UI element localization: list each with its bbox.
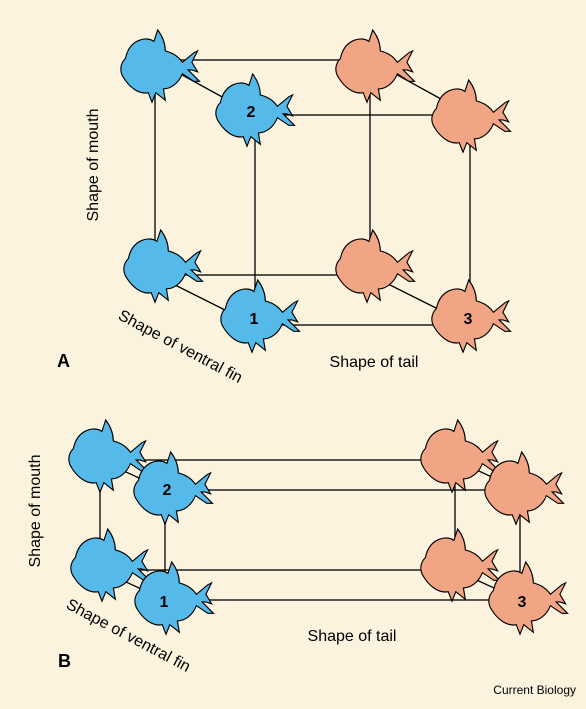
panel-a-label: A — [57, 351, 70, 371]
fish-b-front-bottom-left — [134, 561, 215, 635]
fish-b-front-top-right — [484, 451, 565, 525]
fish-a-back-top-left — [120, 29, 201, 103]
panel-b-label: B — [58, 651, 71, 671]
panel-a-cube — [154, 59, 471, 326]
panel-b-fish — [68, 419, 569, 635]
panel-b-mouth-axis-label: Shape of mouth — [27, 455, 44, 568]
fish-b-back-bottom-right — [420, 528, 501, 602]
panel-a-mouth-axis-label: Shape of mouth — [85, 109, 102, 222]
fish-a-back-bottom-left — [123, 229, 204, 303]
fish-number-1-b: 1 — [160, 594, 169, 611]
panel-b-tail-axis-label: Shape of tail — [308, 628, 397, 645]
fish-b-front-bottom-right — [488, 561, 569, 635]
fish-b-back-bottom-left — [70, 528, 151, 602]
fish-number-2-a: 2 — [247, 104, 256, 121]
fish-b-back-top-right — [420, 419, 501, 493]
fish-number-1-a: 1 — [250, 311, 259, 328]
fish-b-back-top-left — [68, 419, 149, 493]
fish-number-2-b: 2 — [163, 482, 172, 499]
credit-label: Current Biology — [493, 683, 576, 697]
fish-number-3-a: 3 — [464, 311, 473, 328]
fish-a-front-bottom-left — [220, 279, 301, 353]
fish-number-3-b: 3 — [518, 594, 527, 611]
panel-a-fish — [120, 29, 512, 353]
fish-b-front-top-left — [133, 451, 214, 525]
panel-b-numbers: 2 1 3 — [160, 482, 527, 611]
panel-a-numbers: 2 1 3 — [247, 104, 473, 328]
fish-a-front-top-right — [431, 79, 512, 153]
panel-a-tail-axis-label: Shape of tail — [330, 354, 419, 371]
fish-a-back-top-right — [335, 29, 416, 103]
